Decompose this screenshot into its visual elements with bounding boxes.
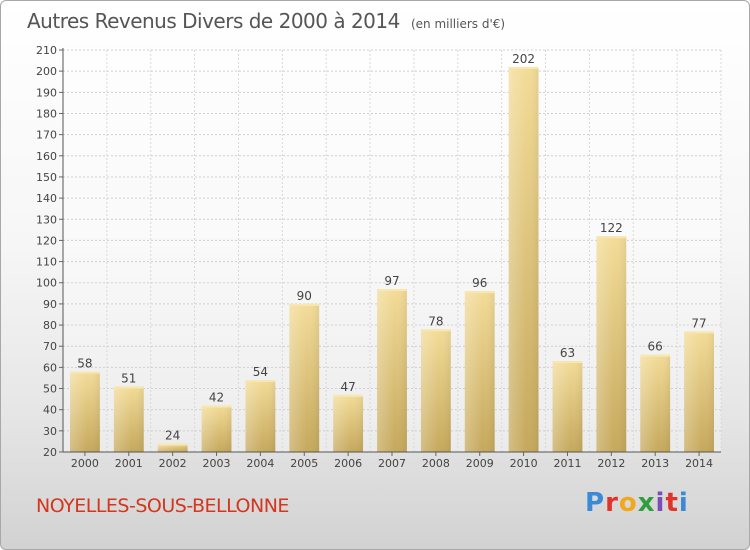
x-tick-label: 2012 bbox=[597, 457, 625, 470]
commune-name: NOYELLES-SOUS-BELLONNE bbox=[36, 495, 289, 517]
y-tick-label: 70 bbox=[43, 340, 57, 353]
x-tick-label: 2009 bbox=[466, 457, 494, 470]
x-tick-label: 2014 bbox=[685, 457, 713, 470]
data-label: 42 bbox=[209, 390, 224, 404]
data-label: 66 bbox=[648, 340, 663, 354]
y-tick-label: 200 bbox=[36, 65, 57, 78]
bar-shade bbox=[70, 371, 100, 452]
bar-top bbox=[508, 66, 539, 69]
y-tick-label: 180 bbox=[36, 107, 57, 120]
y-tick-label: 160 bbox=[36, 150, 57, 163]
y-tick-label: 90 bbox=[43, 298, 57, 311]
data-label: 47 bbox=[340, 380, 355, 394]
bar-shade bbox=[289, 303, 320, 452]
bar-top bbox=[70, 371, 100, 374]
bar-shade bbox=[245, 380, 276, 452]
data-label: 58 bbox=[77, 357, 92, 371]
y-tick-label: 100 bbox=[36, 277, 57, 290]
bar-top bbox=[640, 354, 671, 357]
x-tick-label: 2013 bbox=[641, 457, 669, 470]
x-tick-label: 2010 bbox=[510, 457, 538, 470]
y-tick-label: 40 bbox=[43, 404, 57, 417]
bar-shade bbox=[464, 291, 495, 452]
bar-top bbox=[684, 331, 714, 334]
brand-letter: i bbox=[678, 488, 689, 518]
bar-shade bbox=[377, 289, 407, 452]
bar-top bbox=[157, 443, 188, 446]
y-tick-label: 140 bbox=[36, 192, 57, 205]
brand-letter: P bbox=[585, 488, 606, 518]
y-tick-label: 20 bbox=[43, 446, 57, 459]
data-label: 63 bbox=[560, 346, 575, 360]
brand-letter: i bbox=[655, 488, 666, 518]
bar-shade bbox=[333, 394, 364, 452]
y-tick-label: 170 bbox=[36, 129, 57, 142]
bar-shade bbox=[201, 405, 232, 452]
title-main: Autres Revenus Divers de 2000 à 2014 bbox=[27, 9, 400, 33]
bar-top bbox=[596, 236, 627, 239]
y-tick-label: 50 bbox=[43, 383, 57, 396]
labels: 20 30 40 50 60 70 80 90 100 110 120 130 140 150 160 170… bbox=[36, 44, 713, 470]
x-tick-label: 2008 bbox=[422, 457, 450, 470]
y-tick-label: 80 bbox=[43, 319, 57, 332]
x-tick-label: 2002 bbox=[159, 457, 187, 470]
x-tick-label: 2001 bbox=[115, 457, 143, 470]
bar-top bbox=[245, 380, 276, 383]
bar-shade bbox=[552, 361, 583, 452]
title-unit: (en milliers d'€) bbox=[410, 17, 506, 31]
y-tick-label: 60 bbox=[43, 361, 57, 374]
data-label: 90 bbox=[297, 289, 312, 303]
data-label: 78 bbox=[428, 314, 443, 328]
data-label: 51 bbox=[121, 371, 136, 385]
data-label: 97 bbox=[384, 274, 399, 288]
x-tick-label: 2011 bbox=[553, 457, 581, 470]
y-tick-label: 190 bbox=[36, 86, 57, 99]
bar-top bbox=[464, 291, 495, 294]
brand-letter: o bbox=[618, 488, 638, 518]
chart-title: Autres Revenus Divers de 2000 à 2014 (en… bbox=[27, 9, 505, 33]
bar-top bbox=[113, 386, 144, 389]
data-label: 54 bbox=[253, 365, 268, 379]
bar-shade bbox=[157, 443, 188, 452]
bar-shade bbox=[508, 66, 539, 452]
data-label: 202 bbox=[512, 52, 535, 66]
brand-letter: r bbox=[605, 488, 619, 518]
x-tick-label: 2003 bbox=[203, 457, 231, 470]
bars bbox=[70, 66, 714, 452]
axes bbox=[59, 48, 721, 456]
data-label: 122 bbox=[600, 221, 623, 235]
data-label: 24 bbox=[165, 429, 180, 443]
data-label: 96 bbox=[472, 276, 487, 290]
bar-top bbox=[333, 394, 364, 397]
bar-shade bbox=[640, 354, 671, 452]
brand-letter: x bbox=[637, 488, 656, 518]
brand-letter: t bbox=[665, 488, 679, 518]
y-tick-label: 110 bbox=[36, 256, 57, 269]
bar-shade bbox=[684, 331, 714, 452]
brand-logo: Proxiti bbox=[585, 488, 689, 518]
bar-top bbox=[552, 361, 583, 364]
y-tick-label: 30 bbox=[43, 425, 57, 438]
x-tick-label: 2000 bbox=[71, 457, 99, 470]
x-tick-label: 2006 bbox=[334, 457, 362, 470]
bar-shade bbox=[113, 386, 144, 452]
y-tick-label: 120 bbox=[36, 234, 57, 247]
y-tick-label: 150 bbox=[36, 171, 57, 184]
y-tick-label: 130 bbox=[36, 213, 57, 226]
bar-shade bbox=[420, 329, 451, 452]
bar-top bbox=[420, 329, 451, 332]
bar-shade bbox=[596, 236, 627, 452]
data-label: 77 bbox=[691, 316, 706, 330]
x-tick-label: 2007 bbox=[378, 457, 406, 470]
x-tick-label: 2005 bbox=[290, 457, 318, 470]
bar-top bbox=[289, 303, 320, 306]
x-tick-label: 2004 bbox=[246, 457, 274, 470]
bar-top bbox=[377, 289, 407, 292]
bar-top bbox=[201, 405, 232, 408]
y-tick-label: 210 bbox=[36, 44, 57, 57]
